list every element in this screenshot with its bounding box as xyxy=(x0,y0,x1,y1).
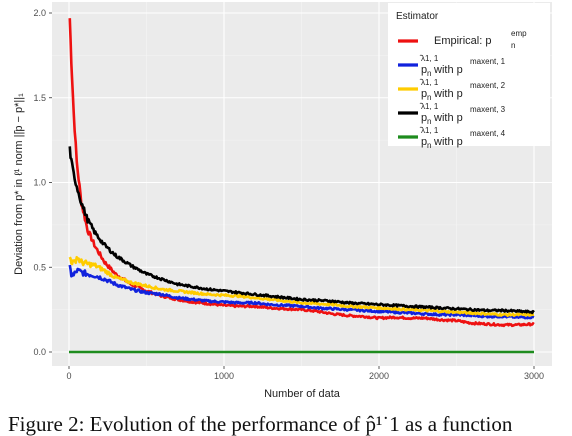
y-tick-label: 2.0 xyxy=(33,8,46,18)
legend-entry-4: ̂λ1, 1p n with p maxent, 3 xyxy=(419,102,506,126)
legend-hat: p xyxy=(421,136,427,148)
legend-sub: n xyxy=(511,41,515,50)
y-axis-ticks: 0.0 0.5 1.0 1.5 2.0 xyxy=(33,8,52,357)
y-axis-title: Deviation from p* in ℓ¹ norm ||̂p − p*||… xyxy=(13,93,25,275)
legend-sub: n xyxy=(427,69,431,78)
y-tick-label: 1.0 xyxy=(33,178,46,188)
y-tick-label: 1.5 xyxy=(33,93,46,103)
x-tick-label: 1000 xyxy=(214,371,234,381)
series-line-4 xyxy=(68,146,535,315)
legend-label: with p xyxy=(433,112,463,124)
legend-label: with p xyxy=(433,136,463,148)
legend-label: Empirical: p xyxy=(434,35,491,47)
x-tick-label: 3000 xyxy=(524,371,544,381)
legend-box xyxy=(388,3,550,146)
legend-hat: p xyxy=(421,88,427,100)
legend-hat: p xyxy=(421,64,427,76)
legend-sup: maxent, 1 xyxy=(470,57,506,66)
x-axis-ticks: 0 1000 2000 3000 xyxy=(66,366,544,381)
legend-sup: maxent, 4 xyxy=(470,129,506,138)
y-tick-label: 0.5 xyxy=(33,262,46,272)
legend-sub: n xyxy=(427,117,431,126)
legend-hat-sup: ̂λ1, 1 xyxy=(419,54,439,63)
legend-hat-sup: ̂λ1, 1 xyxy=(419,126,439,135)
legend-sup: maxent, 2 xyxy=(470,81,506,90)
y-tick-label: 0.0 xyxy=(33,347,46,357)
series-line-3 xyxy=(68,255,535,317)
legend-hat: p xyxy=(421,112,427,124)
legend-entry-5: ̂λ1, 1p n with p maxent, 4 xyxy=(419,126,506,150)
legend-sub: n xyxy=(427,141,431,150)
legend-sub: n xyxy=(427,93,431,102)
legend-label: with p xyxy=(433,64,463,76)
series-line-2 xyxy=(68,264,535,320)
figure-caption: Figure 2: Evolution of the performance o… xyxy=(8,412,513,436)
x-axis-title: Number of data xyxy=(264,388,341,400)
legend-title: Estimator xyxy=(396,11,439,22)
series-layer xyxy=(68,18,535,354)
legend-sup: maxent, 3 xyxy=(470,105,506,114)
legend-label: with p xyxy=(433,88,463,100)
legend-entry-3: ̂λ1, 1p n with p maxent, 2 xyxy=(419,78,506,102)
legend-entry-1: Empirical: p emp n xyxy=(434,29,527,50)
legend-hat-sup: ̂λ1, 1 xyxy=(419,78,439,87)
legend-sup: emp xyxy=(511,29,527,38)
x-tick-label: 0 xyxy=(66,371,71,381)
x-tick-label: 2000 xyxy=(369,371,389,381)
legend-hat-sup: ̂λ1, 1 xyxy=(419,102,439,111)
legend-entry-2: ̂λ1, 1p n with p maxent, 1 xyxy=(419,54,506,78)
